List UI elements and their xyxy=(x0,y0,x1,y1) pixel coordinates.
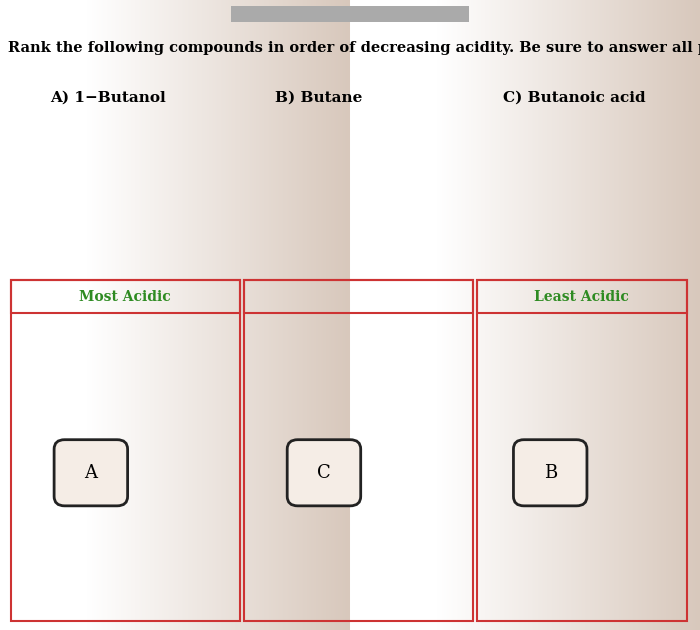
Bar xyxy=(477,280,687,312)
FancyBboxPatch shape xyxy=(231,6,469,22)
FancyBboxPatch shape xyxy=(54,440,127,506)
FancyBboxPatch shape xyxy=(287,440,360,506)
Text: Rank the following compounds in order of decreasing acidity. Be sure to answer a: Rank the following compounds in order of… xyxy=(8,41,700,55)
Bar xyxy=(10,280,240,312)
FancyBboxPatch shape xyxy=(514,440,587,506)
Text: Least Acidic: Least Acidic xyxy=(534,290,629,304)
Bar xyxy=(244,280,473,621)
Text: C) Butanoic acid: C) Butanoic acid xyxy=(503,91,645,105)
Bar xyxy=(10,280,240,621)
Text: B: B xyxy=(544,464,556,482)
Text: A: A xyxy=(85,464,97,482)
Text: B) Butane: B) Butane xyxy=(275,91,362,105)
Text: A) 1−Butanol: A) 1−Butanol xyxy=(50,91,167,105)
Bar xyxy=(244,280,473,312)
Text: C: C xyxy=(317,464,331,482)
Text: Most Acidic: Most Acidic xyxy=(79,290,172,304)
Bar xyxy=(477,280,687,621)
